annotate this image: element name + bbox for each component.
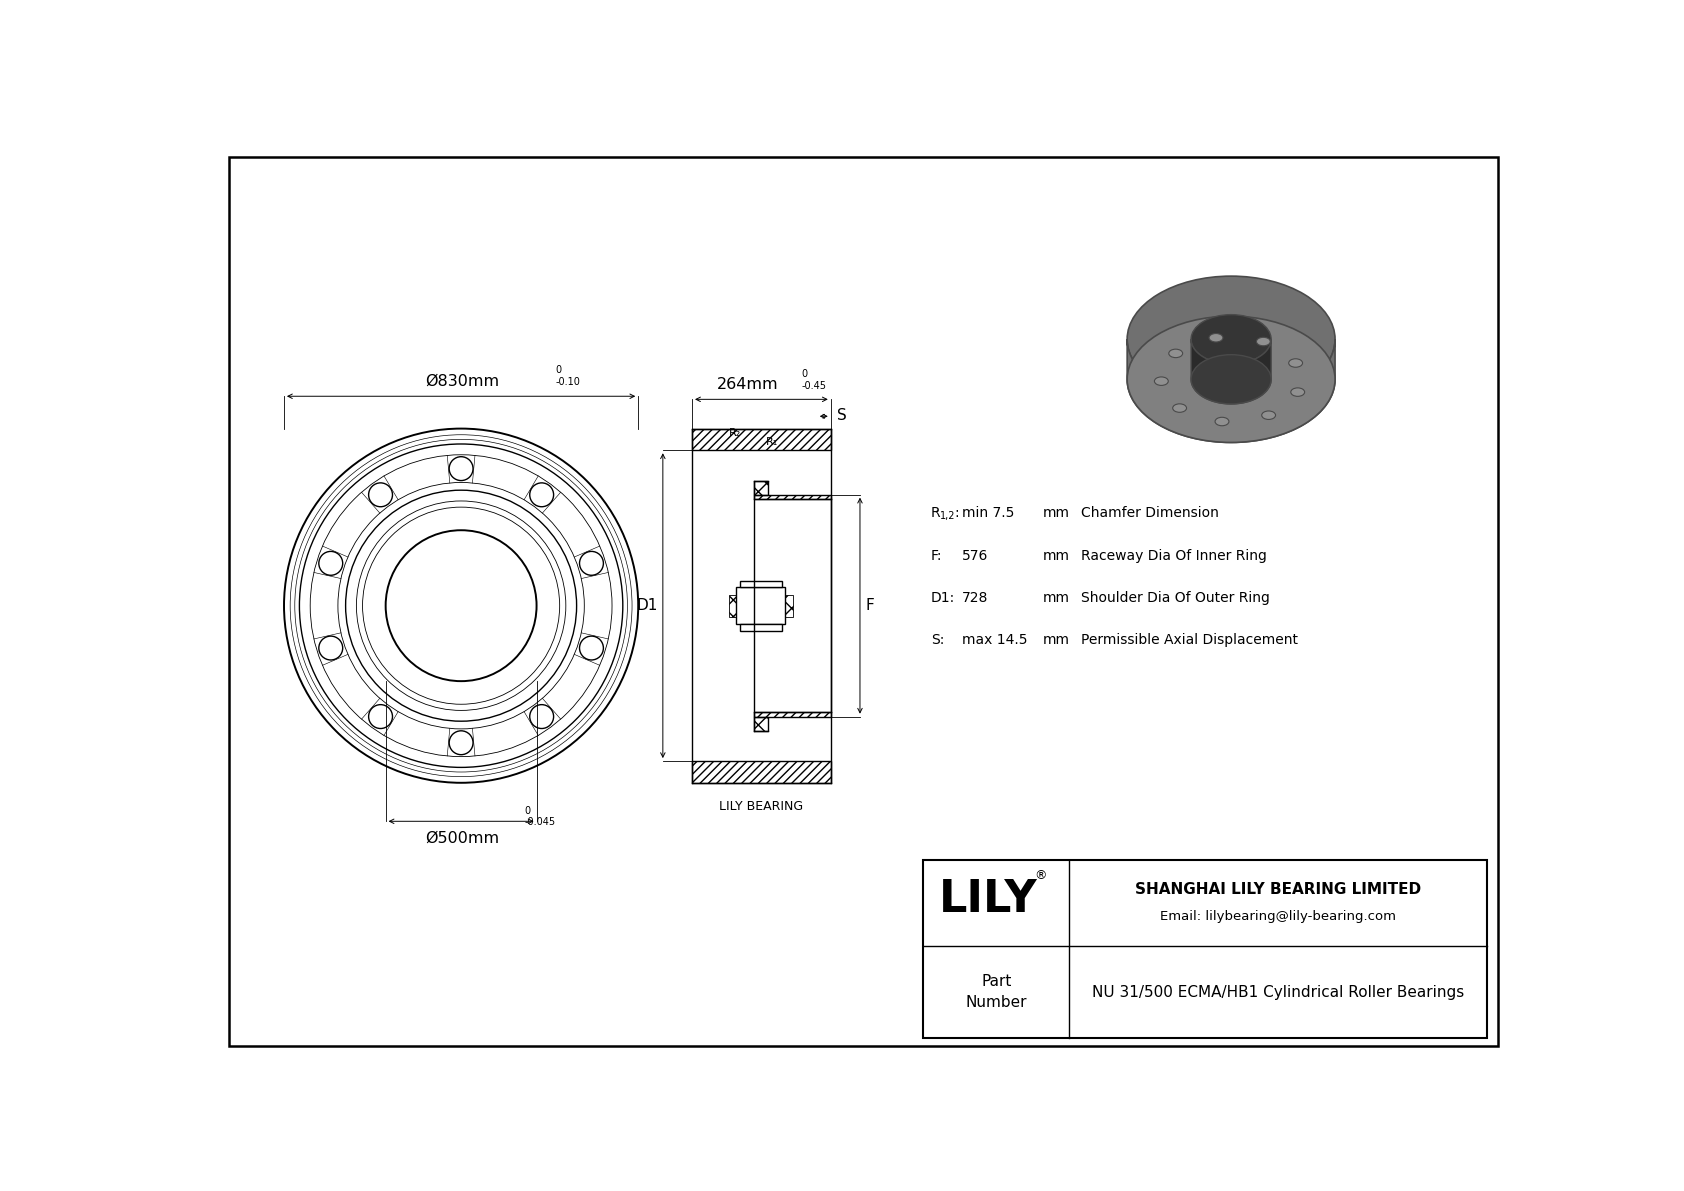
Text: R₂: R₂ <box>729 428 741 438</box>
Ellipse shape <box>1256 337 1270 345</box>
Text: D1:: D1: <box>931 591 955 605</box>
Ellipse shape <box>1216 417 1229 425</box>
Text: NU 31/500 ECMA/HB1 Cylindrical Roller Bearings: NU 31/500 ECMA/HB1 Cylindrical Roller Be… <box>1091 985 1463 999</box>
Text: 0: 0 <box>556 364 561 375</box>
Ellipse shape <box>1261 411 1275 419</box>
Text: Raceway Dia Of Inner Ring: Raceway Dia Of Inner Ring <box>1081 549 1266 562</box>
Text: -0.045: -0.045 <box>524 817 556 828</box>
Text: ®: ® <box>1034 868 1047 881</box>
Text: LILY BEARING: LILY BEARING <box>719 799 803 812</box>
Ellipse shape <box>1169 349 1182 357</box>
Bar <box>754 712 830 717</box>
Bar <box>754 481 768 494</box>
Polygon shape <box>1127 339 1335 442</box>
Text: SHANGHAI LILY BEARING LIMITED: SHANGHAI LILY BEARING LIMITED <box>1135 881 1421 897</box>
Text: Permissible Axial Displacement: Permissible Axial Displacement <box>1081 634 1298 648</box>
Text: S: S <box>837 409 847 423</box>
Bar <box>739 580 781 587</box>
Text: R₁: R₁ <box>766 437 778 447</box>
Text: Shoulder Dia Of Outer Ring: Shoulder Dia Of Outer Ring <box>1081 591 1270 605</box>
Ellipse shape <box>1191 355 1271 404</box>
Text: mm: mm <box>1042 549 1069 562</box>
Text: 0: 0 <box>802 369 808 379</box>
Text: LILY: LILY <box>940 878 1037 922</box>
Bar <box>692 761 830 782</box>
Text: D1: D1 <box>637 598 657 613</box>
Text: Part
Number: Part Number <box>965 974 1027 1010</box>
Ellipse shape <box>1209 333 1223 342</box>
Text: F:: F: <box>931 549 943 562</box>
Bar <box>754 494 830 499</box>
Ellipse shape <box>1288 358 1302 367</box>
Bar <box>739 624 781 631</box>
Text: mm: mm <box>1042 506 1069 520</box>
Bar <box>692 429 830 450</box>
Bar <box>923 860 1487 1039</box>
Text: mm: mm <box>1042 591 1069 605</box>
Text: Ø500mm: Ø500mm <box>426 830 500 846</box>
Text: R: R <box>931 506 940 520</box>
Text: F: F <box>866 598 874 613</box>
Text: 1,2: 1,2 <box>940 511 955 522</box>
Text: mm: mm <box>1042 634 1069 648</box>
Bar <box>736 587 785 624</box>
Text: :: : <box>955 506 960 520</box>
Bar <box>785 594 793 617</box>
Ellipse shape <box>1290 388 1305 397</box>
Text: -0.45: -0.45 <box>802 381 827 391</box>
Text: 264mm: 264mm <box>717 376 778 392</box>
Polygon shape <box>1191 339 1271 404</box>
Text: 576: 576 <box>962 549 989 562</box>
Bar <box>754 717 768 730</box>
Text: Ø830mm: Ø830mm <box>426 374 500 388</box>
Text: min 7.5: min 7.5 <box>962 506 1014 520</box>
Text: -0.10: -0.10 <box>556 378 579 387</box>
Text: 0: 0 <box>524 806 530 816</box>
Text: max 14.5: max 14.5 <box>962 634 1027 648</box>
Text: Chamfer Dimension: Chamfer Dimension <box>1081 506 1219 520</box>
Bar <box>729 594 736 617</box>
Ellipse shape <box>1127 276 1335 403</box>
Ellipse shape <box>1155 376 1169 386</box>
Text: S:: S: <box>931 634 945 648</box>
Text: Email: lilybearing@lily-bearing.com: Email: lilybearing@lily-bearing.com <box>1160 910 1396 923</box>
Ellipse shape <box>1191 314 1271 364</box>
Ellipse shape <box>1127 316 1335 442</box>
Ellipse shape <box>1172 404 1187 412</box>
Text: 728: 728 <box>962 591 989 605</box>
